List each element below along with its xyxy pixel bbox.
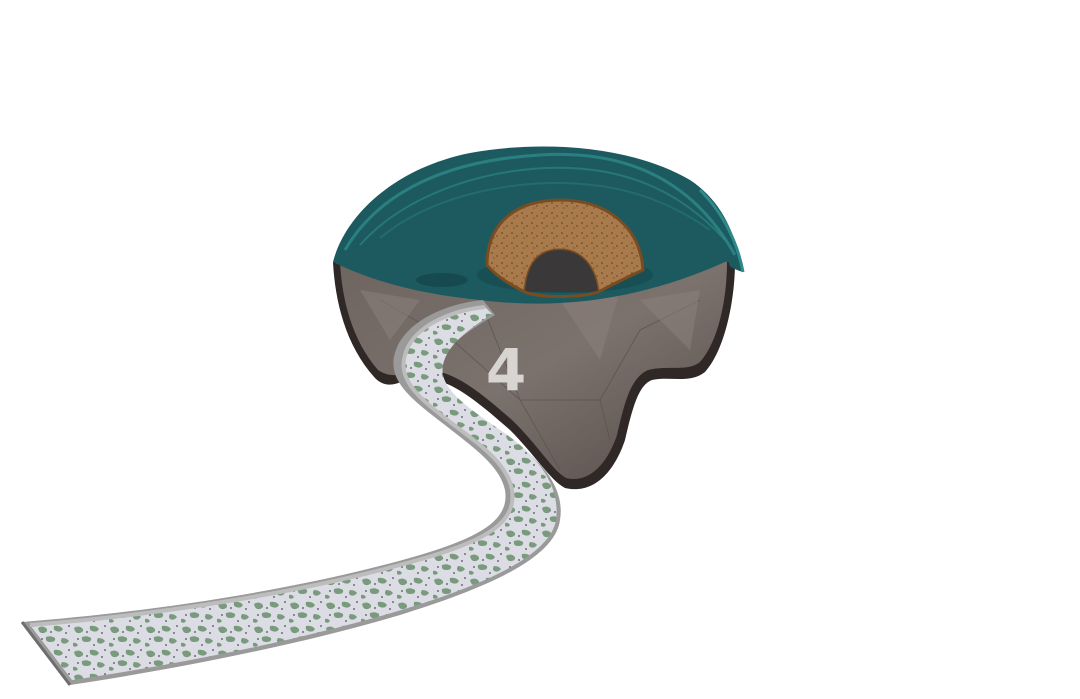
cave-entrance[interactable] (485, 198, 645, 298)
stone-path[interactable] (20, 300, 561, 686)
level-number[interactable]: 4 (486, 336, 526, 404)
